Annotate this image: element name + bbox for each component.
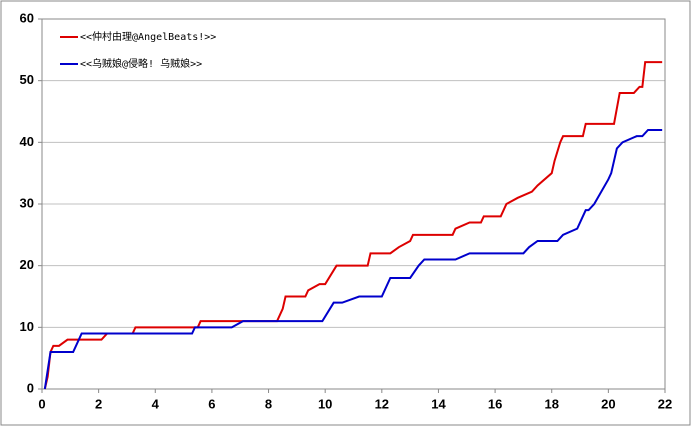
y-tick-label: 60 — [20, 10, 34, 25]
x-tick-label: 16 — [488, 396, 502, 411]
x-tick-label: 12 — [375, 396, 389, 411]
x-tick-label: 14 — [431, 396, 446, 411]
y-tick-label: 0 — [27, 380, 34, 395]
y-tick-label: 30 — [20, 195, 34, 210]
x-tick-label: 4 — [152, 396, 160, 411]
x-tick-label: 2 — [95, 396, 102, 411]
x-tick-label: 6 — [208, 396, 215, 411]
x-tick-label: 18 — [544, 396, 558, 411]
x-tick-label: 22 — [658, 396, 672, 411]
y-tick-label: 40 — [20, 134, 34, 149]
plot-area — [41, 18, 666, 390]
legend-label: <<仲村由理@AngelBeats!>> — [80, 30, 216, 43]
x-tick-label: 8 — [265, 396, 272, 411]
x-tick-label: 10 — [318, 396, 332, 411]
x-tick-label: 20 — [601, 396, 615, 411]
y-tick-label: 10 — [20, 319, 34, 334]
x-tick-label: 0 — [38, 396, 45, 411]
series-line — [43, 129, 663, 390]
y-tick-label: 50 — [20, 72, 34, 87]
legend-label: <<乌贼娘@侵略! 乌贼娘>> — [80, 57, 202, 70]
y-tick-label: 20 — [20, 257, 34, 272]
